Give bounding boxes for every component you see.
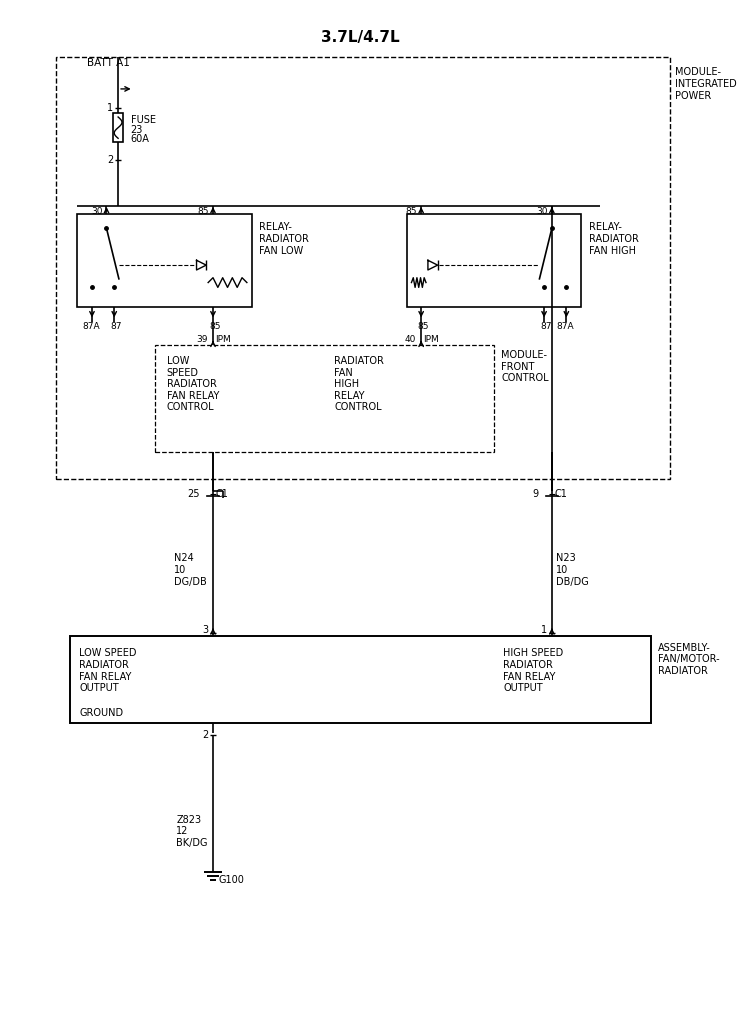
Text: FAN RELAY: FAN RELAY bbox=[167, 391, 219, 400]
Text: RADIATOR: RADIATOR bbox=[504, 659, 554, 670]
Text: LOW: LOW bbox=[167, 356, 189, 366]
Text: 87: 87 bbox=[110, 322, 122, 331]
Text: MODULE-: MODULE- bbox=[675, 68, 721, 78]
Text: INTEGRATED: INTEGRATED bbox=[675, 79, 737, 89]
Text: G100: G100 bbox=[219, 874, 245, 885]
Text: CONTROL: CONTROL bbox=[501, 374, 549, 383]
Text: N23: N23 bbox=[556, 553, 575, 563]
Text: 30: 30 bbox=[536, 208, 548, 216]
Text: RADIATOR: RADIATOR bbox=[658, 666, 708, 676]
Text: C1: C1 bbox=[555, 488, 568, 499]
Text: RELAY-: RELAY- bbox=[589, 222, 621, 232]
Text: 87A: 87A bbox=[557, 322, 574, 331]
Text: 1: 1 bbox=[541, 625, 547, 635]
Text: DG/DB: DG/DB bbox=[174, 577, 207, 587]
Text: FAN RELAY: FAN RELAY bbox=[504, 672, 556, 682]
Text: FAN LOW: FAN LOW bbox=[260, 246, 304, 256]
Text: 87A: 87A bbox=[83, 322, 100, 331]
Bar bbox=[407, 214, 581, 307]
Text: RADIATOR: RADIATOR bbox=[260, 233, 310, 244]
Text: CONTROL: CONTROL bbox=[334, 402, 382, 413]
Text: FAN HIGH: FAN HIGH bbox=[589, 246, 635, 256]
Text: FAN: FAN bbox=[334, 368, 353, 378]
Bar bbox=[113, 113, 123, 142]
Text: LOW SPEED: LOW SPEED bbox=[80, 648, 137, 658]
Text: CONTROL: CONTROL bbox=[167, 402, 214, 413]
Bar bbox=[56, 57, 670, 479]
Text: RELAY: RELAY bbox=[334, 391, 365, 400]
Text: RADIATOR: RADIATOR bbox=[167, 379, 217, 389]
Text: IPM: IPM bbox=[215, 335, 231, 344]
Bar bbox=[155, 345, 494, 452]
Text: HIGH: HIGH bbox=[334, 379, 359, 389]
Text: OUTPUT: OUTPUT bbox=[504, 683, 543, 693]
Text: 85: 85 bbox=[417, 322, 429, 331]
Text: RADIATOR: RADIATOR bbox=[80, 659, 129, 670]
Text: ASSEMBLY-: ASSEMBLY- bbox=[658, 642, 711, 652]
Text: SPEED: SPEED bbox=[167, 368, 199, 378]
Text: 30: 30 bbox=[91, 208, 103, 216]
Text: 25: 25 bbox=[187, 488, 199, 499]
Text: 1: 1 bbox=[107, 103, 113, 114]
Text: IPM: IPM bbox=[423, 335, 439, 344]
Text: 9: 9 bbox=[532, 488, 539, 499]
Text: 39: 39 bbox=[196, 335, 208, 344]
Text: 10: 10 bbox=[556, 565, 568, 575]
Text: 2: 2 bbox=[202, 730, 208, 739]
Text: MODULE-: MODULE- bbox=[501, 350, 548, 360]
Text: BATT A1: BATT A1 bbox=[87, 57, 130, 68]
Text: Z823: Z823 bbox=[176, 815, 202, 825]
Text: FUSE: FUSE bbox=[131, 115, 155, 125]
Text: N24: N24 bbox=[174, 553, 194, 563]
Text: BK/DG: BK/DG bbox=[176, 838, 208, 848]
Text: DB/DG: DB/DG bbox=[556, 577, 589, 587]
Text: 12: 12 bbox=[176, 826, 188, 837]
Text: 85: 85 bbox=[198, 208, 209, 216]
Text: 85: 85 bbox=[405, 208, 417, 216]
Text: FAN/MOTOR-: FAN/MOTOR- bbox=[658, 654, 720, 665]
Text: RADIATOR: RADIATOR bbox=[334, 356, 384, 366]
Bar bbox=[70, 636, 650, 723]
Text: HIGH SPEED: HIGH SPEED bbox=[504, 648, 564, 658]
Text: 23: 23 bbox=[131, 125, 143, 134]
Text: 87: 87 bbox=[540, 322, 552, 331]
Text: 3: 3 bbox=[202, 625, 208, 635]
Text: RELAY-: RELAY- bbox=[260, 222, 292, 232]
Text: RADIATOR: RADIATOR bbox=[589, 233, 638, 244]
Text: OUTPUT: OUTPUT bbox=[80, 683, 119, 693]
Text: 60A: 60A bbox=[131, 134, 150, 144]
Text: 10: 10 bbox=[174, 565, 187, 575]
Text: C1: C1 bbox=[216, 488, 228, 499]
Text: 2: 2 bbox=[107, 155, 113, 165]
Text: 40: 40 bbox=[405, 335, 417, 344]
Text: FRONT: FRONT bbox=[501, 361, 535, 372]
Text: POWER: POWER bbox=[675, 91, 711, 100]
Text: GROUND: GROUND bbox=[80, 709, 124, 719]
Text: 3.7L/4.7L: 3.7L/4.7L bbox=[321, 30, 400, 45]
Text: 85: 85 bbox=[209, 322, 221, 331]
Text: FAN RELAY: FAN RELAY bbox=[80, 672, 132, 682]
Bar bbox=[77, 214, 251, 307]
